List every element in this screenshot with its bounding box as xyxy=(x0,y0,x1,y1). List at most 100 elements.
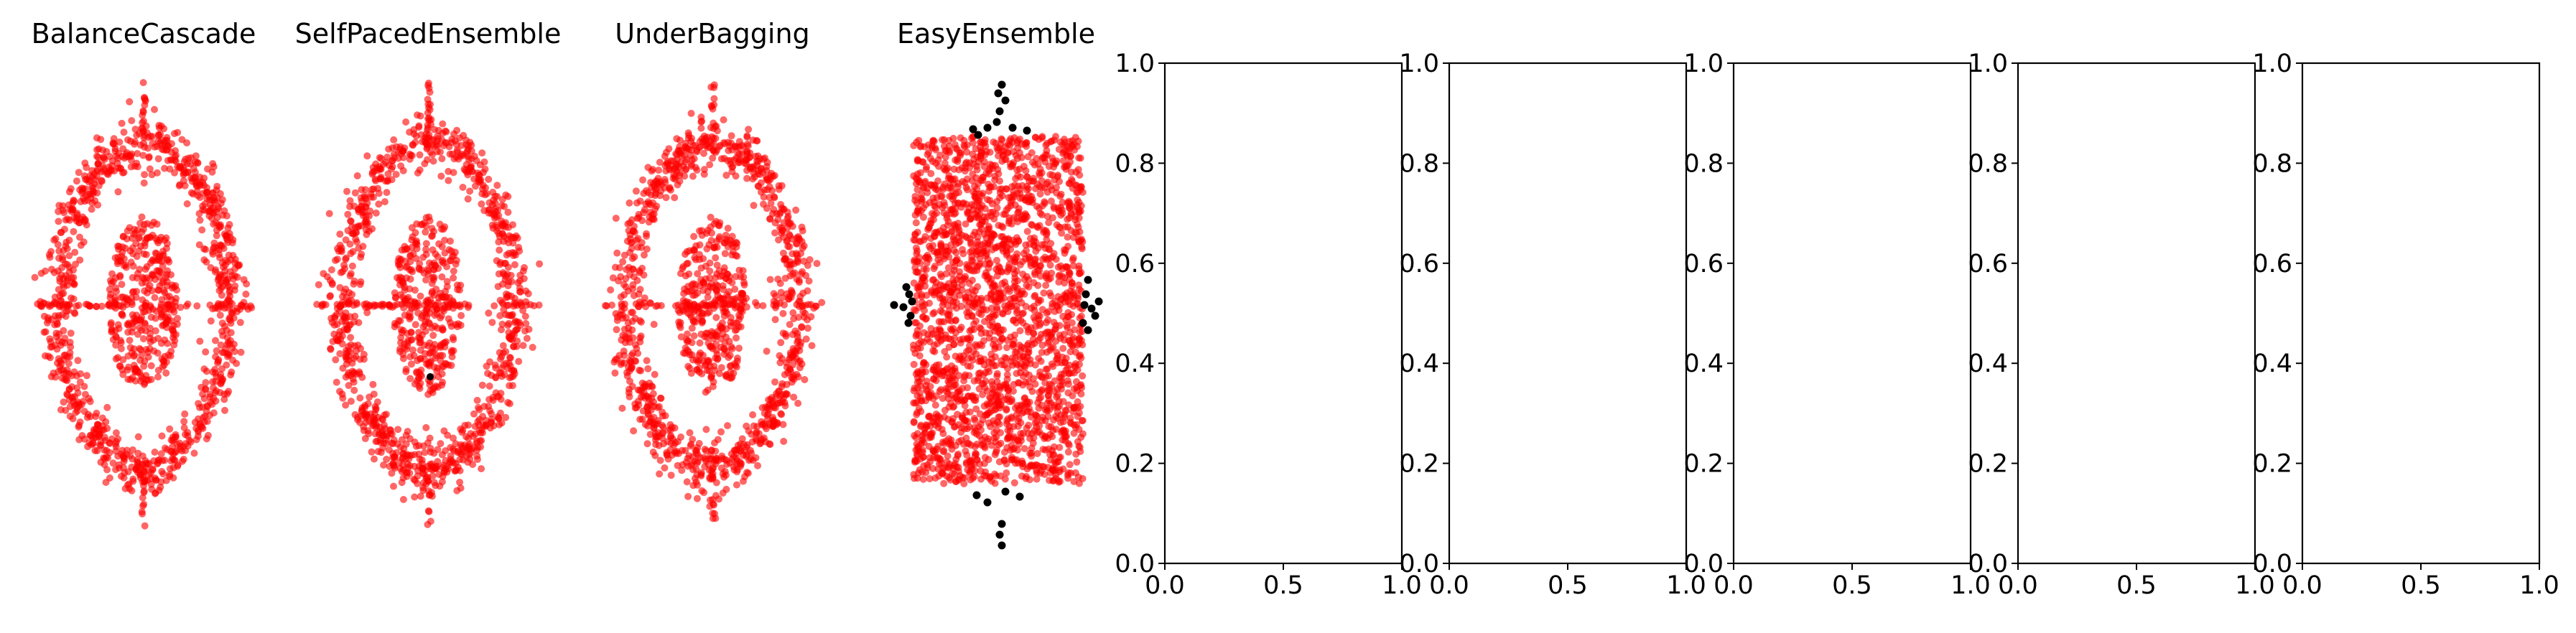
data-point xyxy=(465,301,473,309)
data-point xyxy=(227,329,235,337)
data-point xyxy=(808,342,816,350)
data-point xyxy=(221,261,229,269)
data-point xyxy=(146,281,154,289)
data-point xyxy=(366,393,373,401)
data-point xyxy=(118,310,126,318)
data-point xyxy=(126,98,134,106)
data-point xyxy=(51,321,59,329)
data-point xyxy=(421,301,429,309)
data-point xyxy=(706,267,714,275)
data-point xyxy=(95,145,103,153)
data-point xyxy=(328,319,336,327)
data-point xyxy=(704,329,712,337)
data-point xyxy=(114,321,122,329)
data-point xyxy=(718,301,726,309)
data-point xyxy=(163,133,171,141)
data-point xyxy=(162,477,170,484)
data-point xyxy=(696,241,704,249)
data-point xyxy=(344,210,352,218)
data-point xyxy=(522,319,530,327)
data-point xyxy=(172,331,180,339)
data-point xyxy=(339,365,347,372)
data-point xyxy=(504,291,512,299)
data-point xyxy=(139,308,147,316)
data-point xyxy=(220,349,228,357)
data-point xyxy=(450,274,457,282)
data-point xyxy=(432,141,440,149)
data-point xyxy=(689,482,697,489)
data-point xyxy=(790,393,798,401)
data-point xyxy=(612,215,620,222)
data-point xyxy=(430,259,438,267)
data-point xyxy=(151,106,158,113)
data-point xyxy=(231,265,239,273)
data-point xyxy=(602,301,609,309)
data-point xyxy=(679,162,687,170)
data-point xyxy=(342,401,350,409)
data-point xyxy=(475,405,483,413)
data-point xyxy=(729,163,737,171)
data-point xyxy=(227,371,235,379)
data-point xyxy=(684,337,692,344)
data-point xyxy=(157,301,165,309)
data-point xyxy=(61,225,68,233)
data-point xyxy=(503,251,511,259)
data-point xyxy=(629,266,637,273)
data-point xyxy=(615,277,622,285)
data-point xyxy=(383,456,391,463)
data-point xyxy=(138,327,146,334)
data-point xyxy=(225,289,233,296)
data-point xyxy=(421,350,429,357)
data-point xyxy=(702,360,710,368)
data-point xyxy=(130,345,138,353)
data-point xyxy=(655,403,663,411)
data-point xyxy=(716,370,723,378)
data-point xyxy=(426,88,434,96)
data-point xyxy=(343,187,350,195)
data-point xyxy=(327,344,335,352)
data-point xyxy=(789,374,796,382)
data-point xyxy=(73,302,80,310)
data-point xyxy=(144,235,152,242)
data-point xyxy=(1037,357,1045,365)
data-point xyxy=(444,431,452,439)
data-point xyxy=(622,283,630,291)
data-point xyxy=(519,342,527,350)
data-point xyxy=(424,141,432,149)
data-point xyxy=(733,334,740,342)
data-point xyxy=(106,449,113,456)
data-point xyxy=(801,309,809,317)
data-point xyxy=(402,365,410,373)
data-point xyxy=(771,316,779,324)
data-point xyxy=(763,163,771,170)
data-point xyxy=(693,167,701,174)
data-point xyxy=(701,463,709,471)
data-point xyxy=(450,169,457,177)
data-point xyxy=(778,411,786,418)
data-point xyxy=(719,489,727,497)
data-point xyxy=(478,381,486,389)
data-point xyxy=(712,333,720,340)
data-point xyxy=(217,341,225,349)
data-point xyxy=(689,280,697,288)
data-point xyxy=(57,406,65,413)
data-point-minority xyxy=(427,373,434,380)
data-point xyxy=(768,169,776,177)
data-point xyxy=(697,330,705,338)
data-point xyxy=(58,263,66,271)
data-point xyxy=(484,370,491,378)
data-point xyxy=(411,462,418,470)
data-point xyxy=(376,154,383,161)
data-point xyxy=(412,255,420,263)
data-point xyxy=(415,123,423,131)
data-point xyxy=(228,309,236,316)
data-point xyxy=(148,221,155,229)
data-point xyxy=(626,199,633,207)
data-point xyxy=(646,299,654,307)
data-point xyxy=(143,274,151,282)
data-point xyxy=(380,439,388,447)
data-point xyxy=(467,430,475,438)
data-point xyxy=(440,467,448,475)
data-point xyxy=(376,301,384,309)
